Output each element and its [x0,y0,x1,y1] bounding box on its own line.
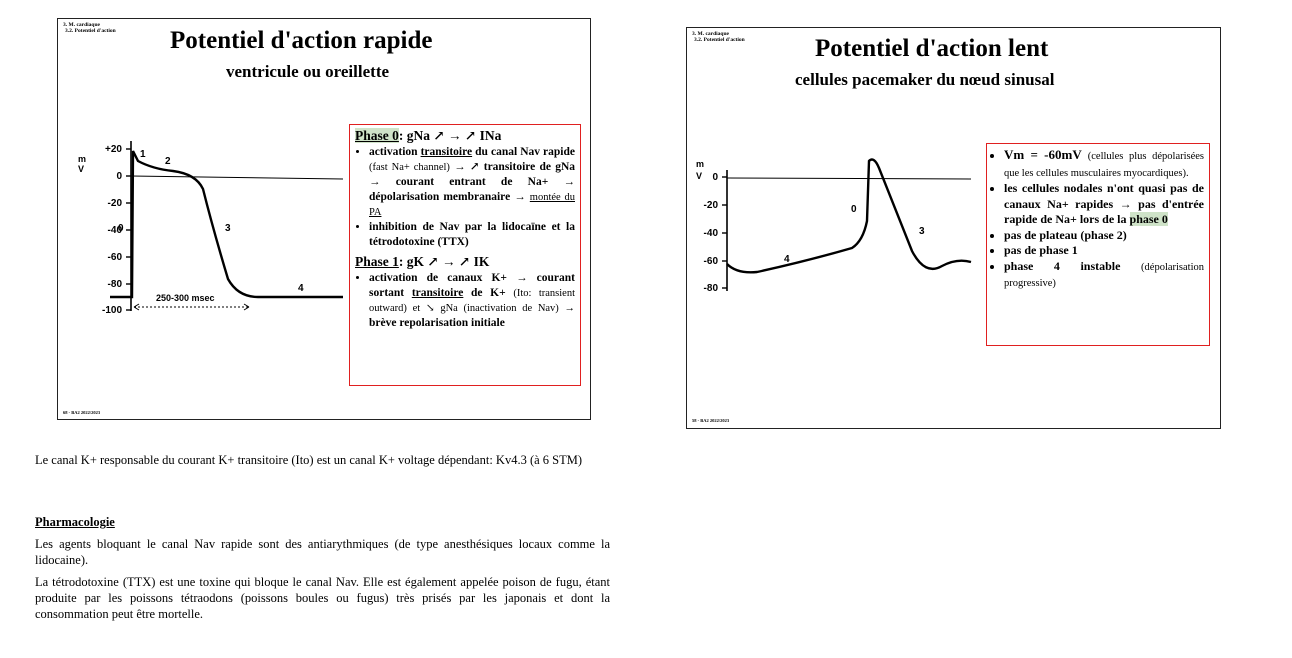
list-item: inhibition de Nav par la lidocaïne et la… [369,220,575,250]
list-item: Vm = -60mV (cellules plus dépolarisées q… [1004,147,1204,181]
y-tick-label: 0 [116,171,122,182]
breadcrumb-level2: 3.2. Potentiel d'action [694,37,745,43]
y-tick-label: -40 [704,228,719,239]
breadcrumb: 3. M. cardiaque 3.2. Potentiel d'action [692,31,745,43]
list-item: les cellules nodales n'ont quasi pas de … [1004,181,1204,228]
slide-footer: 68 - BA2 2022/2023 [63,410,101,415]
list-item: pas de phase 1 [1004,243,1204,259]
note-kv43: Le canal K+ responsable du courant K+ tr… [35,453,583,467]
breadcrumb-level1: 3. M. cardiaque [692,31,729,37]
y-tick-label: -20 [108,198,123,209]
phase0-label: Phase 0 [355,128,399,143]
phase0-heading: Phase 0: gNa ↗ → ↗ INa [355,128,502,143]
slide-subtitle: cellules pacemaker du nœud sinusal [795,70,1055,89]
duration-arrowheads [133,303,250,311]
phase-label: 2 [165,156,171,167]
slide-subtitle: ventricule ou oreillette [226,62,390,81]
phase-label: 4 [298,283,304,294]
y-unit-v: V [696,171,702,181]
phase-label: 0 [851,204,857,215]
phase-label: 3 [225,223,231,234]
y-unit-v: V [78,164,84,174]
y-tick-label: -60 [704,256,719,267]
y-tick-label: +20 [105,144,122,155]
y-tick-label: 0 [712,172,718,183]
breadcrumb-level1: 3. M. cardiaque [63,22,100,28]
y-tick-label: -20 [704,200,719,211]
phase-label: 0 [118,223,124,234]
phase-explanation-box: Phase 0: gNa ↗ → ↗ INa activation transi… [349,124,581,386]
slide-footer: 58 - BA2 2022/2023 [692,418,730,423]
phase0-list: activation transitoire du canal Nav rapi… [355,145,575,250]
list-item: pas de plateau (phase 2) [1004,228,1204,244]
y-tick-label: -80 [704,283,719,294]
zero-baseline [726,177,972,180]
fast-ap-graph: m V +20 0 -20 -40 -60 -80 -100 0 1 2 3 4… [78,141,344,316]
y-tick-marks [722,176,727,289]
y-tick-label: -40 [108,225,123,236]
phase-label: 4 [784,254,790,265]
phase1-list: activation de canaux K+ → courant sortan… [355,271,575,331]
breadcrumb: 3. M. cardiaque 3.2. Potentiel d'action [63,22,116,34]
pacemaker-list: Vm = -60mV (cellules plus dépolarisées q… [992,147,1204,292]
y-tick-label: -80 [108,279,123,290]
phase1-label: Phase 1 [355,254,399,269]
phase-label: 1 [140,149,146,160]
list-item: phase 4 instable (dépolarisation progres… [1004,259,1204,292]
y-unit-m: m [696,159,704,169]
phase-label: 3 [919,226,925,237]
list-item: activation de canaux K+ → courant sortan… [369,271,575,331]
slide-title: Potentiel d'action lent [815,35,1049,62]
y-tick-label: -60 [108,252,123,263]
y-tick-marks [126,148,131,311]
slow-ap-graph: m V 0 -20 -40 -60 -80 0 3 4 [696,158,972,294]
pacemaker-explanation-box: Vm = -60mV (cellules plus dépolarisées q… [986,143,1210,346]
phase1-heading: Phase 1: gK ↗ → ↗ IK [355,254,490,269]
slide-slow-action-potential: 3. M. cardiaque 3.2. Potentiel d'action … [686,27,1221,429]
duration-label: 250-300 msec [156,293,215,303]
note-ttx: La tétrodotoxine (TTX) est une toxine qu… [35,575,610,621]
y-tick-label: -100 [102,305,122,316]
breadcrumb-level2: 3.2. Potentiel d'action [65,28,116,34]
list-item: activation transitoire du canal Nav rapi… [369,145,575,220]
note-nav-blockers: Les agents bloquant le canal Nav rapide … [35,537,610,567]
action-potential-trace [726,158,972,274]
y-unit-m: m [78,154,86,164]
action-potential-trace [110,150,343,299]
slide-title: Potentiel d'action rapide [170,27,433,54]
zero-baseline [130,175,344,180]
slide-fast-action-potential: 3. M. cardiaque 3.2. Potentiel d'action … [57,18,591,420]
pharmacology-heading: Pharmacologie [35,515,115,529]
